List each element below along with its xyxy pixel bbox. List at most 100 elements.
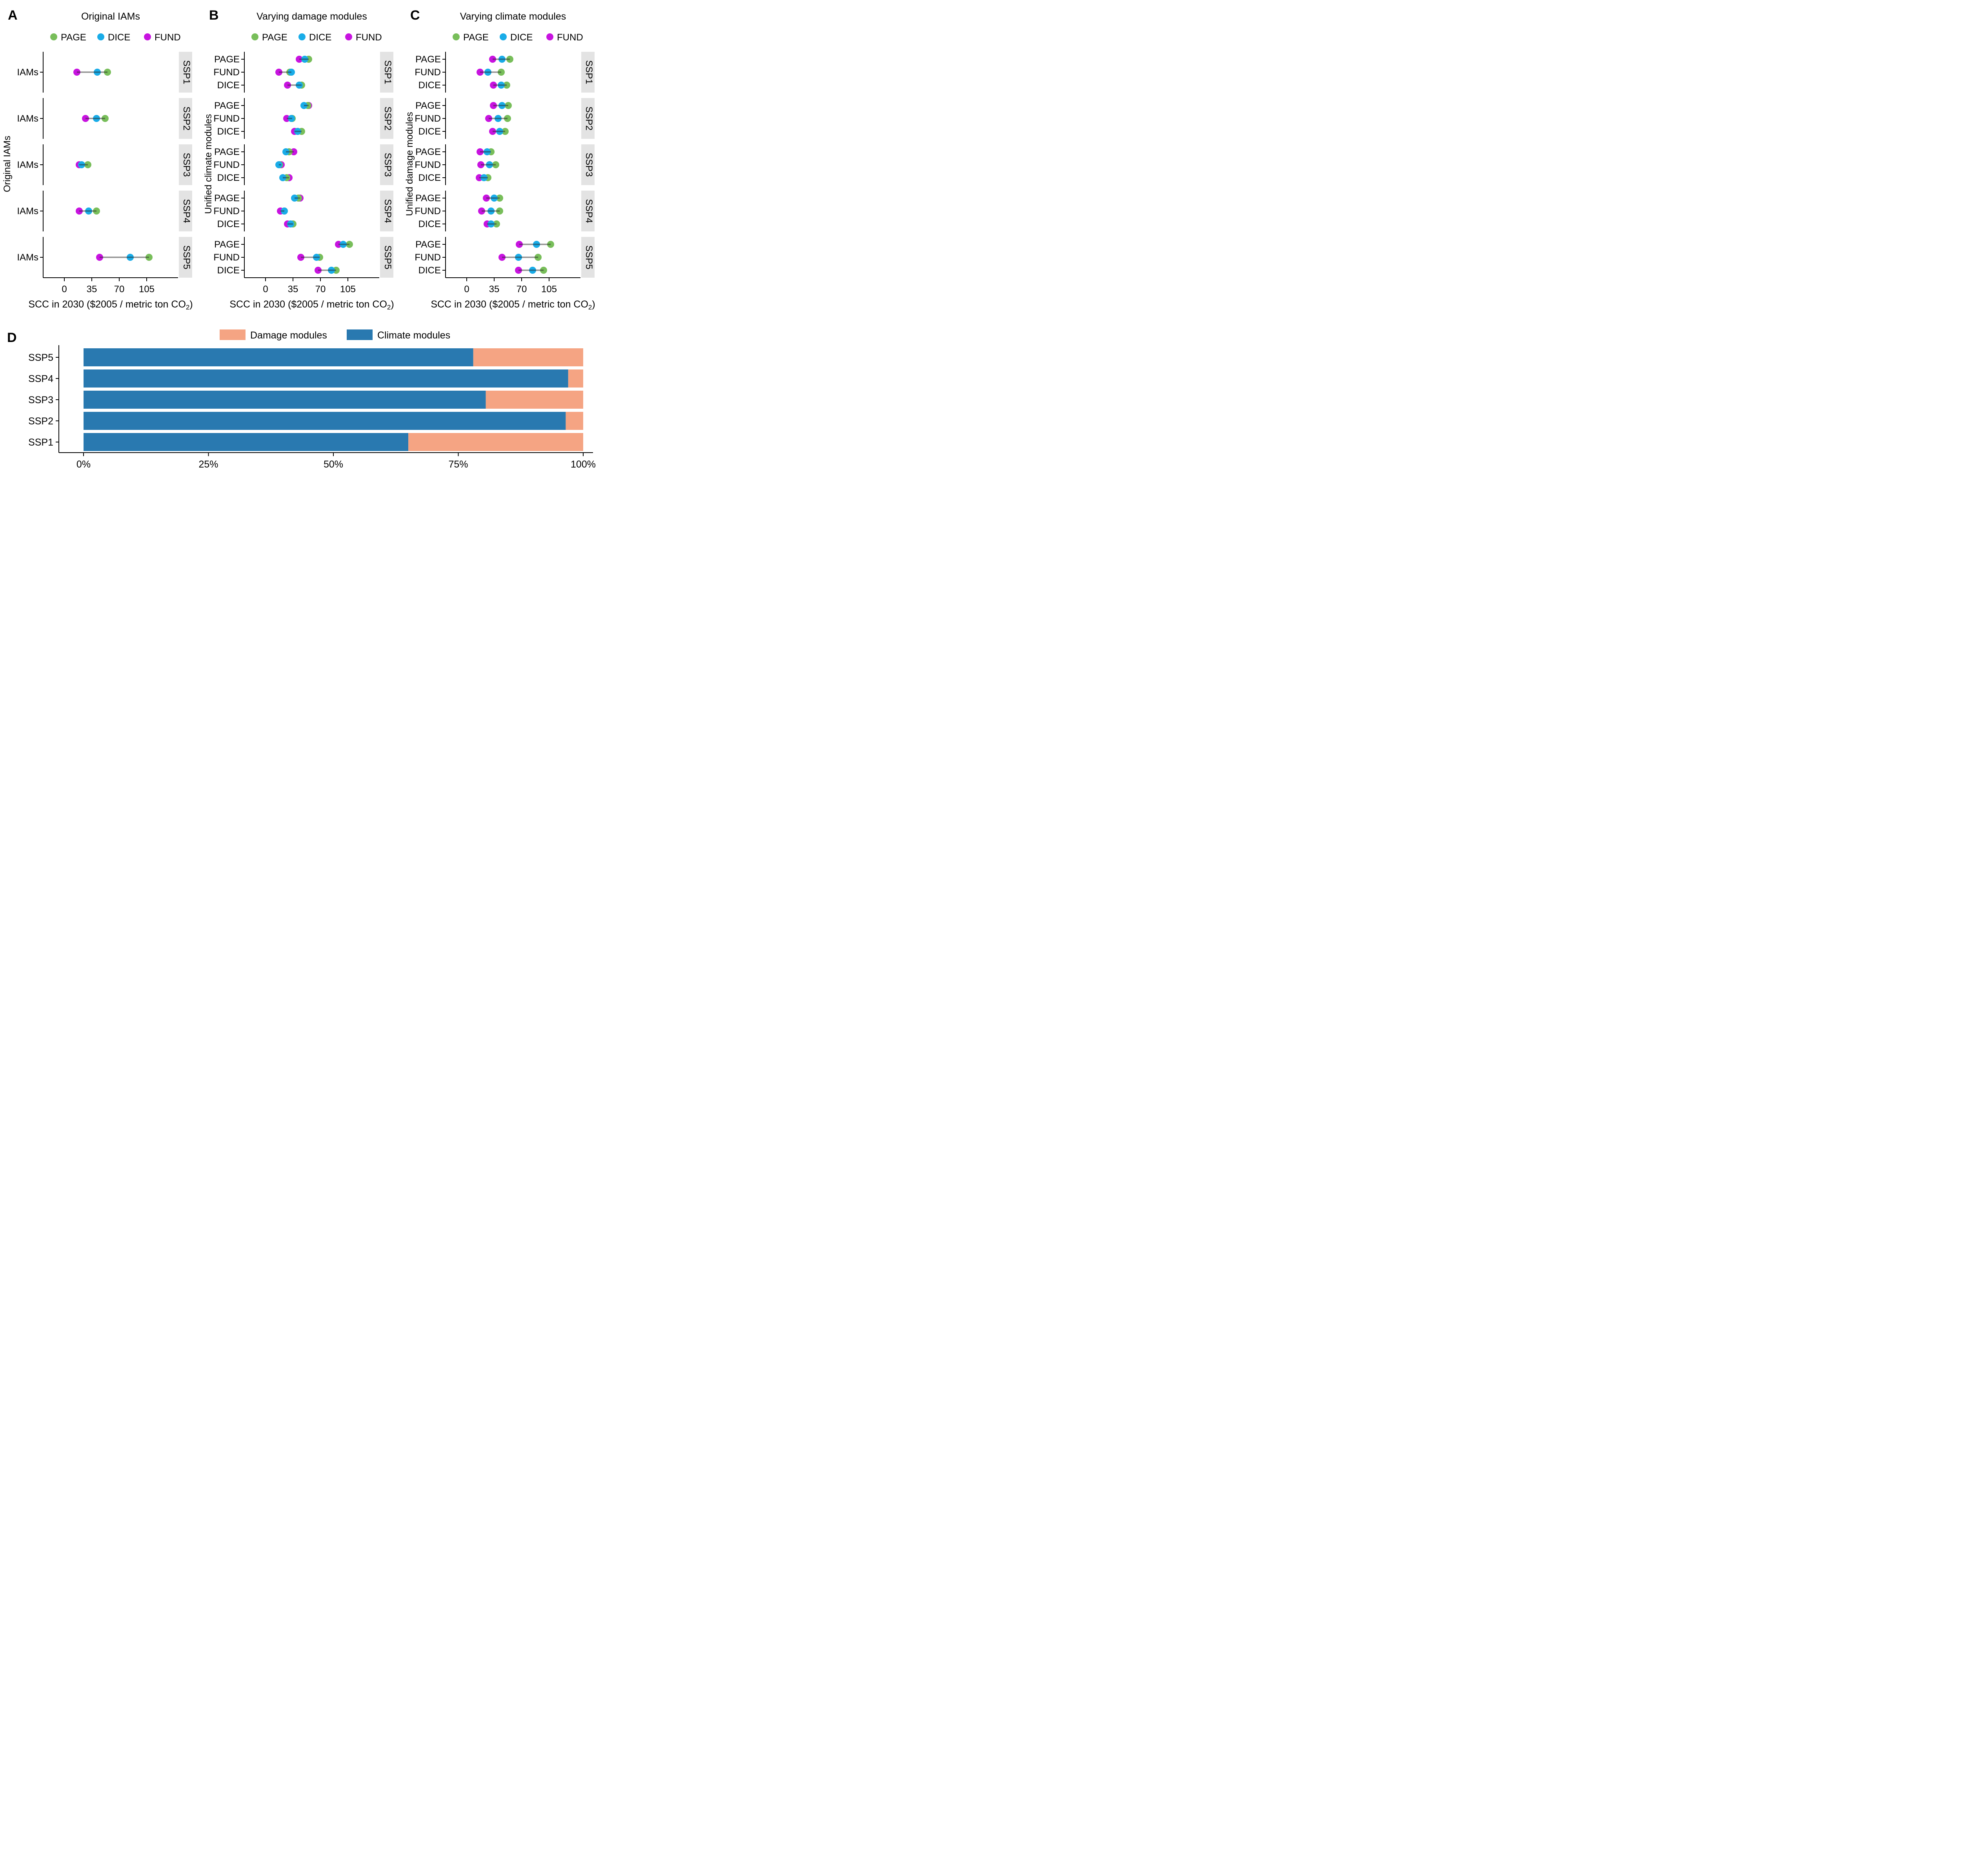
panel-letter: C (410, 8, 420, 23)
facet-strip-label: SSP4 (382, 199, 393, 223)
row-label: IAMs (17, 113, 38, 124)
row-label: DICE (418, 126, 441, 137)
facet-strip (380, 98, 393, 139)
row-label: DICE (418, 265, 441, 276)
bar-category-label: SSP1 (28, 437, 53, 448)
legend-label-page: PAGE (463, 32, 489, 43)
facet-strip (380, 52, 393, 93)
row-label: FUND (213, 113, 240, 124)
x-tick-label: 70 (315, 284, 326, 295)
row-label: IAMs (17, 160, 38, 170)
bar-category-label: SSP4 (28, 373, 53, 384)
row-label: PAGE (214, 54, 240, 65)
facet-strip (581, 98, 595, 139)
panel-original-iams: A Original IAMs PAGE DICE FUND Original IAMs S… (2, 2, 203, 325)
row-label: IAMs (17, 252, 38, 263)
row-label: FUND (415, 160, 441, 170)
x-tick-label: 0 (464, 284, 469, 295)
facet-strip-label: SSP1 (382, 60, 393, 84)
facet-strip-label: SSP3 (181, 153, 192, 177)
facet-strip-label: SSP4 (181, 199, 192, 223)
row-label: PAGE (415, 193, 441, 204)
x-tick-label: 105 (541, 284, 557, 295)
row-label: PAGE (415, 100, 441, 111)
legend-dot-page (251, 33, 258, 40)
facet-strip-label: SSP5 (181, 245, 192, 269)
legend-label: Damage modules (250, 330, 327, 341)
row-label: FUND (213, 206, 240, 217)
row-label: FUND (415, 67, 441, 78)
x-tick-label: 35 (489, 284, 500, 295)
facet-strip-label: SSP3 (584, 153, 594, 177)
panel-varying-damage-modules: B Varying damage modules PAGE DICE FUND Unifi… (203, 2, 404, 325)
panel-title: Varying climate modules (460, 11, 566, 22)
facet-strip-label: SSP4 (584, 199, 594, 223)
row-label: IAMs (17, 67, 38, 78)
row-label: FUND (213, 252, 240, 263)
legend-dot-dice (500, 33, 507, 40)
x-axis-title: SCC in 2030 ($2005 / metric ton CO2) (431, 299, 595, 311)
x-tick-label: 35 (87, 284, 97, 295)
y-axis-title: Unified climate modules (203, 114, 214, 214)
facet-strip (179, 191, 192, 231)
facet-strip (380, 191, 393, 231)
bar-category-label: SSP2 (28, 416, 53, 427)
facet-strip (581, 144, 595, 185)
x-tick-label: 70 (114, 284, 125, 295)
legend-dot-fund (345, 33, 352, 40)
panel-varying-climate-modules: C Varying climate modules PAGE DICE FUND Unif… (404, 2, 605, 325)
legend-swatch-climate_blue (347, 329, 373, 340)
row-label: DICE (418, 219, 441, 229)
facet-strip-label: SSP3 (382, 153, 393, 177)
row-label: PAGE (214, 147, 240, 157)
row-label: FUND (415, 206, 441, 217)
y-axis-title: Unified damage modules (404, 112, 415, 216)
facet-strip (179, 98, 192, 139)
bar-damage-ssp5 (473, 348, 583, 366)
row-label: DICE (217, 126, 240, 137)
x-tick-label: 105 (340, 284, 356, 295)
row-label: DICE (217, 265, 240, 276)
facet-strip-label: SSP2 (382, 106, 393, 130)
row-label: DICE (217, 219, 240, 229)
facet-strip-label: SSP1 (584, 60, 594, 84)
row-label: PAGE (415, 239, 441, 250)
facet-strip (581, 191, 595, 231)
legend-label: Climate modules (377, 330, 450, 341)
bar-damage-ssp3 (486, 391, 583, 409)
facet-strip (581, 237, 595, 278)
facet-strip (179, 144, 192, 185)
facet-strip-label: SSP5 (584, 245, 594, 269)
facet-strip (179, 237, 192, 278)
row-label: DICE (217, 80, 240, 91)
legend-dot-page (50, 33, 57, 40)
x-axis-title: SCC in 2030 ($2005 / metric ton CO2) (28, 299, 193, 311)
legend-swatch-damage_salmon (220, 329, 246, 340)
facet-strip (380, 237, 393, 278)
bar-climate-ssp3 (84, 391, 486, 409)
row-label: DICE (217, 173, 240, 183)
x-axis-title: SCC in 2030 ($2005 / metric ton CO2) (229, 299, 394, 311)
legend-label-dice: DICE (108, 32, 130, 43)
row-label: FUND (415, 113, 441, 124)
x-tick-label: 0 (62, 284, 67, 295)
facet-strip-label: SSP1 (181, 60, 192, 84)
bar-panel-D: D Damage modules Climate modules SSP5 SSP4 SS… (7, 329, 596, 470)
legend-label-dice: DICE (309, 32, 331, 43)
legend-label-page: PAGE (262, 32, 287, 43)
panel-contributions-bar-chart: D Damage modules Climate modules SSP5 SSP4 SS… (0, 323, 606, 472)
x-tick-label: 100% (571, 459, 596, 470)
panel-title: Original IAMs (81, 11, 140, 22)
x-tick-label: 50% (324, 459, 343, 470)
x-tick-label: 0% (76, 459, 91, 470)
panel-title: Varying damage modules (256, 11, 367, 22)
x-tick-label: 35 (288, 284, 298, 295)
row-label: PAGE (415, 54, 441, 65)
row-label: FUND (213, 67, 240, 78)
row-label: FUND (213, 160, 240, 170)
row-label: PAGE (214, 100, 240, 111)
panel-letter: A (8, 8, 18, 23)
legend-label-fund: FUND (155, 32, 181, 43)
